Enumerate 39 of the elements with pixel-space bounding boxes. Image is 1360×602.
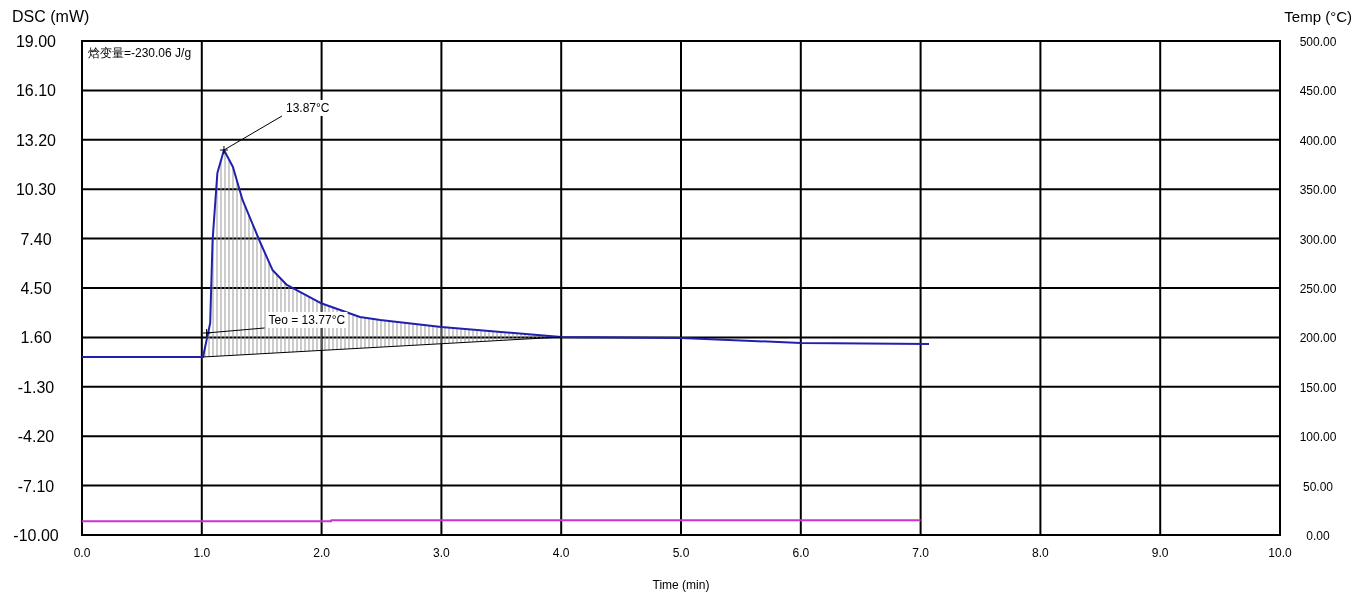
y-tick-label: 7.40 [20,230,52,248]
x-tick-label: 2.0 [313,546,331,560]
x-tick-label: 10.0 [1268,546,1292,560]
y-tick-label: -10.00 [13,527,59,544]
y2-axis-title: Temp (°C) [1284,8,1352,25]
x-axis-title: Time (min) [652,578,710,592]
x-tick-label: 3.0 [433,546,451,560]
annotation: Teo = 13.77°C [268,312,346,327]
x-tick-label: 7.0 [912,546,930,560]
y-tick-label: 10.30 [15,181,57,199]
y-tick-label: 4.50 [20,280,52,297]
y2-tick-label: 300.00 [1299,232,1337,247]
y-tick-label: 13.20 [15,131,57,149]
y-tick-label: -7.10 [17,477,55,495]
y2-tick-label: 50.00 [1302,479,1334,494]
x-tick-label: 5.0 [672,546,690,560]
y2-tick-label: 250.00 [1299,282,1337,296]
y2-tick-label: 100.00 [1299,430,1337,445]
y-tick-label: 16.10 [15,82,57,100]
y2-tick-label: 0.00 [1306,529,1330,543]
y2-tick-label: 500.00 [1299,35,1337,49]
y2-tick-label: 150.00 [1299,380,1337,395]
y-tick-label: 19.00 [15,33,57,50]
annotation: 13.87°C [285,101,330,116]
y-tick-label: 1.60 [20,329,52,347]
y2-tick-label: 400.00 [1299,133,1337,148]
y2-tick-label: 450.00 [1299,84,1337,99]
x-tick-label: 8.0 [1032,546,1050,560]
x-tick-label: 4.0 [552,546,570,560]
y-tick-label: -4.20 [17,428,55,446]
x-tick-label: 1.0 [193,546,211,560]
x-tick-label: 6.0 [792,546,810,560]
y-axis-title: DSC (mW) [12,8,90,25]
y2-tick-label: 350.00 [1299,183,1337,198]
y2-tick-label: 200.00 [1299,331,1337,346]
annotation: 焓变量=-230.06 J/g [88,46,192,60]
y-tick-label: -1.30 [17,378,55,396]
x-tick-label: 9.0 [1151,546,1169,560]
x-tick-label: 0.0 [73,546,91,560]
